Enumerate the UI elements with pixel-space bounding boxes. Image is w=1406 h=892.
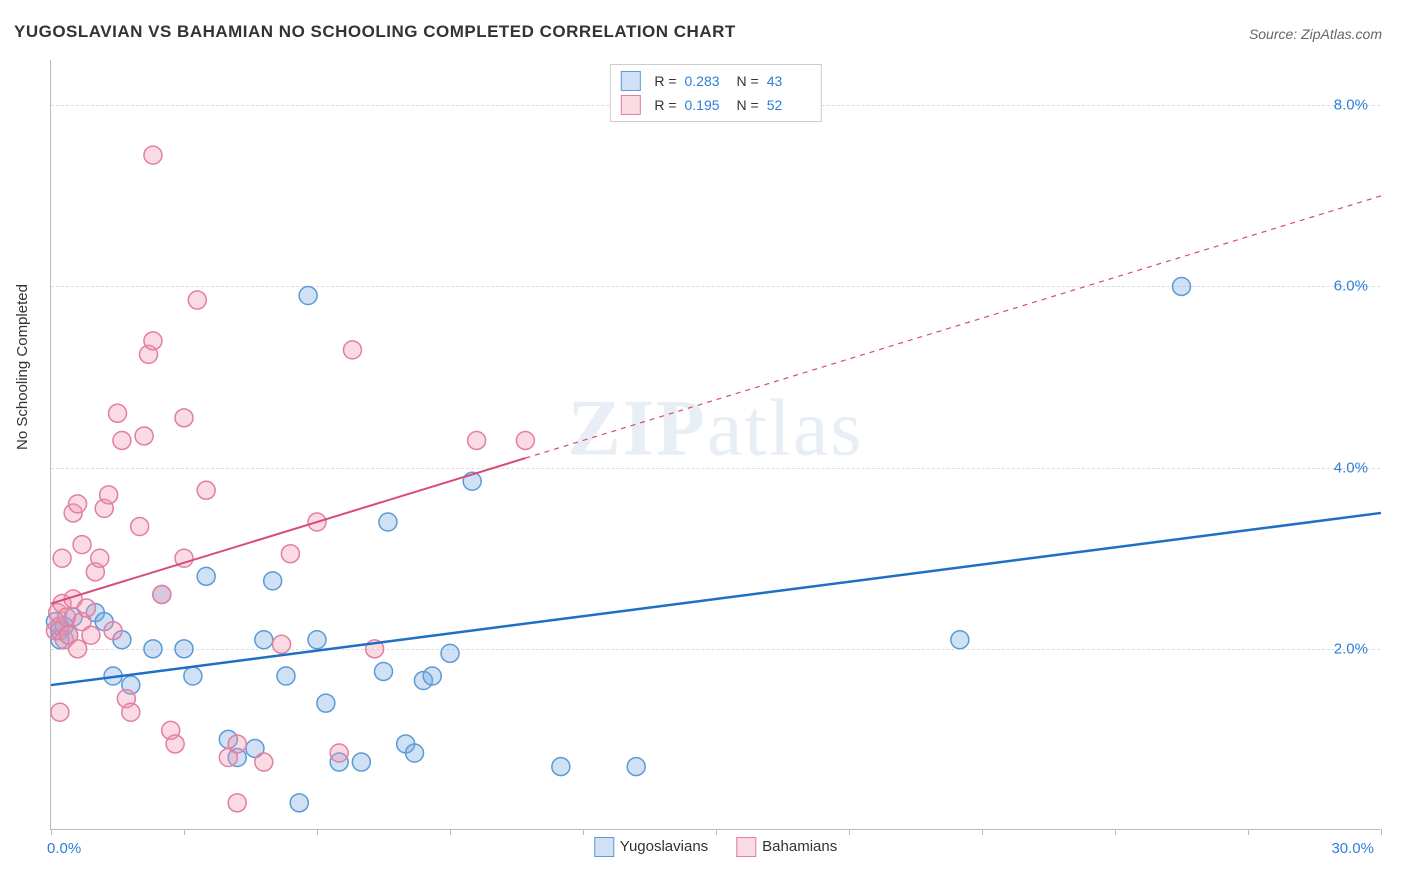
- n-label: N =: [737, 93, 759, 117]
- data-point: [468, 431, 486, 449]
- data-point: [53, 549, 71, 567]
- data-point: [197, 481, 215, 499]
- data-point: [113, 431, 131, 449]
- data-point: [69, 495, 87, 513]
- trend-line-dashed: [525, 196, 1381, 458]
- y-axis-title: No Schooling Completed: [14, 284, 31, 450]
- x-tick: [1115, 829, 1116, 835]
- data-point: [135, 427, 153, 445]
- data-point: [69, 640, 87, 658]
- data-point: [51, 703, 69, 721]
- data-point: [423, 667, 441, 685]
- n-label: N =: [737, 69, 759, 93]
- legend-item: Yugoslavians: [594, 837, 708, 857]
- data-point: [91, 549, 109, 567]
- series-legend: Yugoslavians Bahamians: [594, 837, 837, 857]
- data-point: [188, 291, 206, 309]
- data-point: [277, 667, 295, 685]
- stats-legend-row: R = 0.283 N = 43: [620, 69, 810, 93]
- data-point: [330, 744, 348, 762]
- r-value: 0.283: [685, 69, 729, 93]
- data-point: [627, 758, 645, 776]
- data-point: [144, 640, 162, 658]
- x-tick: [982, 829, 983, 835]
- x-axis-max-label: 30.0%: [1331, 840, 1374, 857]
- data-point: [343, 341, 361, 359]
- data-point: [273, 635, 291, 653]
- data-point: [73, 536, 91, 554]
- data-point: [166, 735, 184, 753]
- data-point: [153, 585, 171, 603]
- data-point: [122, 703, 140, 721]
- data-point: [175, 409, 193, 427]
- data-point: [228, 794, 246, 812]
- chart-container: YUGOSLAVIAN VS BAHAMIAN NO SCHOOLING COM…: [0, 0, 1406, 892]
- data-point: [109, 404, 127, 422]
- chart-title: YUGOSLAVIAN VS BAHAMIAN NO SCHOOLING COM…: [14, 22, 736, 42]
- data-point: [951, 631, 969, 649]
- data-point: [131, 518, 149, 536]
- r-value: 0.195: [685, 93, 729, 117]
- legend-swatch: [736, 837, 756, 857]
- data-point: [290, 794, 308, 812]
- trend-line: [51, 513, 1381, 685]
- data-point: [228, 735, 246, 753]
- x-tick: [583, 829, 584, 835]
- data-point: [379, 513, 397, 531]
- trend-line-solid: [51, 458, 525, 603]
- data-point: [144, 332, 162, 350]
- stats-legend: R = 0.283 N = 43 R = 0.195 N = 52: [609, 64, 821, 122]
- data-point: [100, 486, 118, 504]
- data-point: [264, 572, 282, 590]
- plot-area: ZIPatlas 2.0%4.0%6.0%8.0% R =0.283N =43R…: [50, 60, 1380, 830]
- r-label: R =: [654, 93, 676, 117]
- x-axis-min-label: 0.0%: [47, 840, 81, 857]
- legend-label: Bahamians: [762, 838, 837, 855]
- data-point: [144, 146, 162, 164]
- data-point: [516, 431, 534, 449]
- x-tick: [1248, 829, 1249, 835]
- n-value: 43: [767, 69, 811, 93]
- data-point: [197, 567, 215, 585]
- data-point: [175, 640, 193, 658]
- data-point: [352, 753, 370, 771]
- x-tick: [184, 829, 185, 835]
- source-label: Source: ZipAtlas.com: [1249, 26, 1382, 42]
- data-point: [104, 622, 122, 640]
- data-point: [406, 744, 424, 762]
- n-value: 52: [767, 93, 811, 117]
- legend-swatch: [594, 837, 614, 857]
- data-point: [82, 626, 100, 644]
- x-tick: [51, 829, 52, 835]
- data-point: [1173, 277, 1191, 295]
- data-point: [184, 667, 202, 685]
- x-tick: [450, 829, 451, 835]
- x-tick: [317, 829, 318, 835]
- data-point: [441, 644, 459, 662]
- data-point: [375, 662, 393, 680]
- legend-swatch: [620, 71, 640, 91]
- data-point: [281, 545, 299, 563]
- data-point: [255, 631, 273, 649]
- data-point: [299, 287, 317, 305]
- data-point: [255, 753, 273, 771]
- stats-legend-row: R = 0.195 N = 52: [620, 93, 810, 117]
- legend-label: Yugoslavians: [620, 838, 708, 855]
- x-tick: [849, 829, 850, 835]
- data-point: [317, 694, 335, 712]
- x-tick: [716, 829, 717, 835]
- data-point: [308, 631, 326, 649]
- data-point: [77, 599, 95, 617]
- legend-item: Bahamians: [736, 837, 837, 857]
- scatter-svg: [51, 60, 1380, 829]
- x-tick: [1381, 829, 1382, 835]
- data-point: [552, 758, 570, 776]
- r-label: R =: [654, 69, 676, 93]
- legend-swatch: [620, 95, 640, 115]
